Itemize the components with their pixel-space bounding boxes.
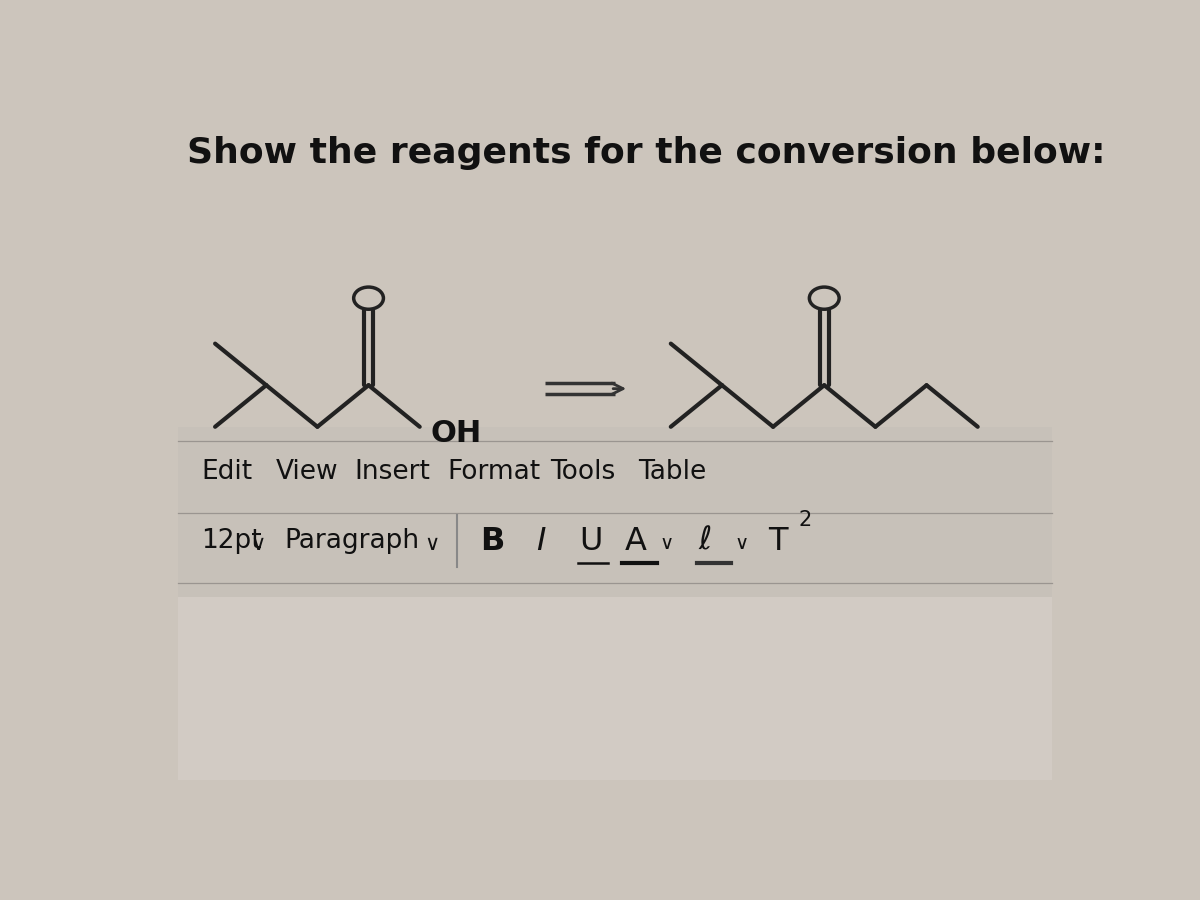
Text: ∨: ∨ <box>734 534 749 553</box>
Text: Show the reagents for the conversion below:: Show the reagents for the conversion bel… <box>187 136 1105 170</box>
Text: T: T <box>768 526 788 556</box>
Text: 2: 2 <box>798 510 811 530</box>
Text: ℓ: ℓ <box>698 526 712 556</box>
Text: Edit: Edit <box>202 459 252 485</box>
Text: Format: Format <box>448 459 541 485</box>
Text: B: B <box>480 526 504 556</box>
Text: Tools: Tools <box>550 459 616 485</box>
Text: ∨: ∨ <box>425 534 439 554</box>
Text: Insert: Insert <box>355 459 431 485</box>
Text: View: View <box>276 459 338 485</box>
Text: Table: Table <box>638 459 707 485</box>
Text: U: U <box>580 526 604 556</box>
Text: OH: OH <box>431 418 482 447</box>
FancyBboxPatch shape <box>178 597 1052 780</box>
Text: I: I <box>536 526 546 556</box>
Text: Paragraph: Paragraph <box>284 528 420 554</box>
Text: A: A <box>624 526 646 556</box>
Text: ∨: ∨ <box>251 534 265 554</box>
FancyBboxPatch shape <box>178 427 1052 597</box>
Text: ∨: ∨ <box>660 534 674 553</box>
Text: 12pt: 12pt <box>202 528 262 554</box>
